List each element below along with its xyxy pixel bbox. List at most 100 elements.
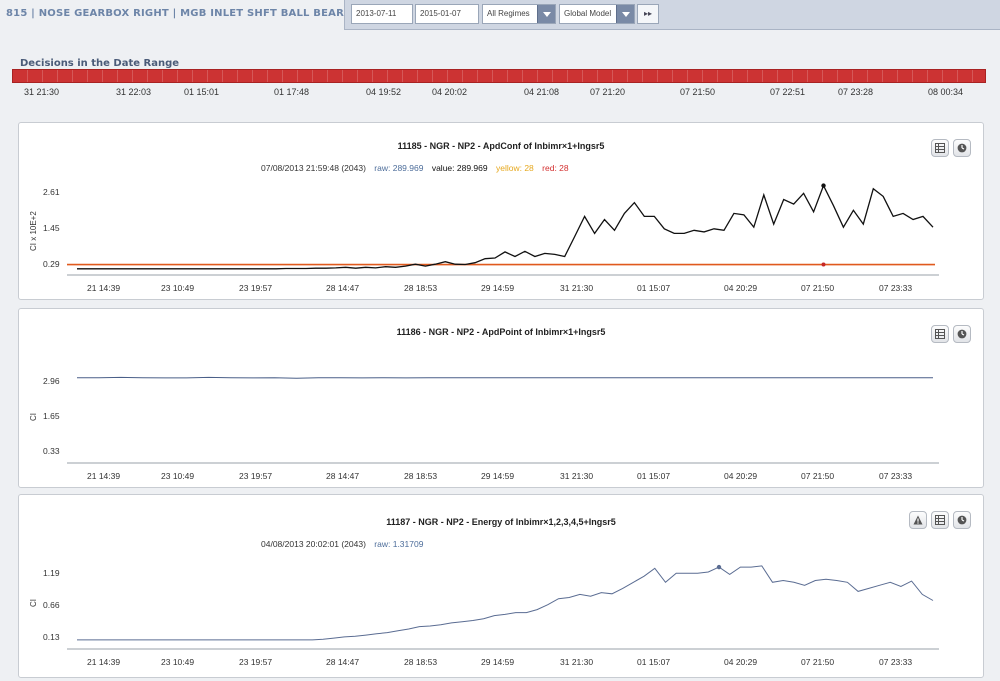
history-button[interactable] <box>953 139 971 157</box>
y-tick-label: 1.65 <box>43 410 60 421</box>
history-button[interactable] <box>953 511 971 529</box>
warning-icon <box>913 515 923 525</box>
decision-tick: 04 19:52 <box>366 87 402 97</box>
x-tick-label: 07 21:50 <box>801 471 835 481</box>
x-tick-label: 23 19:57 <box>239 657 273 667</box>
x-tick-label: 07 23:33 <box>879 283 913 293</box>
x-tick-label: 29 14:59 <box>481 471 515 481</box>
x-tick-label: 23 10:49 <box>161 283 195 293</box>
decision-tick: 07 21:20 <box>590 87 626 97</box>
y-axis-title: CI x 10E+2 <box>29 211 38 251</box>
y-axis-title: CI <box>29 599 38 607</box>
series-line[interactable] <box>77 565 934 641</box>
y-axis-title: CI <box>29 413 38 421</box>
x-tick-label: 01 15:07 <box>637 471 671 481</box>
y-tick-label: 0.29 <box>43 258 60 269</box>
x-tick-label: 28 14:47 <box>326 657 360 667</box>
end-date-input[interactable]: 2015-01-07 <box>415 4 479 24</box>
decision-tick: 07 21:50 <box>680 87 716 97</box>
x-tick-label: 23 19:57 <box>239 283 273 293</box>
clock-icon <box>957 515 967 525</box>
decision-tick: 01 17:48 <box>274 87 310 97</box>
history-button[interactable] <box>953 325 971 343</box>
decisions-title: Decisions in the Date Range <box>20 58 180 69</box>
y-tick-label: 0.13 <box>43 632 60 643</box>
x-tick-label: 28 18:53 <box>404 471 438 481</box>
chart-plot-area[interactable] <box>67 555 939 650</box>
x-tick-label: 31 21:30 <box>560 657 594 667</box>
table-view-button[interactable] <box>931 325 949 343</box>
table-icon <box>935 143 945 153</box>
regimes-select[interactable]: All Regimes <box>482 4 556 24</box>
chart-readout: 07/08/2013 21:59:48 (2043) raw: 289.969 … <box>261 163 575 173</box>
chevron-down-icon[interactable] <box>537 5 555 23</box>
x-tick-label: 28 18:53 <box>404 283 438 293</box>
threshold-point <box>821 262 826 267</box>
readout-value: value: 289.969 <box>431 163 488 173</box>
y-tick-label: 2.96 <box>43 375 60 386</box>
decision-tick: 07 23:28 <box>838 87 874 97</box>
model-select[interactable]: Global Model <box>559 4 635 24</box>
chart-panel-apdpoint: 11186 - NGR - NP2 - ApdPoint of Inbimr×1… <box>18 308 984 488</box>
decisions-bar[interactable] <box>12 69 986 83</box>
table-icon <box>935 329 945 339</box>
x-tick-label: 07 21:50 <box>801 657 835 667</box>
decision-tick: 01 15:01 <box>184 87 220 97</box>
x-tick-label: 28 18:53 <box>404 657 438 667</box>
x-tick-label: 21 14:39 <box>87 283 121 293</box>
x-tick-label: 23 10:49 <box>161 657 195 667</box>
y-tick-label: 0.33 <box>43 445 60 456</box>
series-line[interactable] <box>77 183 934 270</box>
chart-readout: 04/08/2013 20:02:01 (2043) raw: 1.31709 <box>261 539 429 549</box>
table-icon <box>935 515 945 525</box>
readout-raw: raw: 1.31709 <box>374 539 424 549</box>
chart-panel-energy: 11187 - NGR - NP2 - Energy of Inbimr×1,2… <box>18 494 984 678</box>
chart-panel-apdconf: 11185 - NGR - NP2 - ApdConf of Inbimr×1+… <box>18 122 984 300</box>
start-date-input[interactable]: 2013-07-11 <box>351 4 413 24</box>
apply-button[interactable]: ▸▸ <box>637 4 659 24</box>
chart-title: 11185 - NGR - NP2 - ApdConf of Inbimr×1+… <box>397 141 605 151</box>
chart-plot-area[interactable] <box>67 357 939 464</box>
y-tick-label: 2.61 <box>43 187 60 198</box>
x-tick-label: 28 14:47 <box>326 283 360 293</box>
chart-title: 11186 - NGR - NP2 - ApdPoint of Inbimr×1… <box>396 327 606 337</box>
x-tick-label: 07 21:50 <box>801 283 835 293</box>
y-tick-label: 0.66 <box>43 599 60 610</box>
x-tick-label: 21 14:39 <box>87 471 121 481</box>
x-tick-label: 07 23:33 <box>879 471 913 481</box>
model-select-value: Global Model <box>564 9 612 18</box>
readout-yellow: yellow: 28 <box>495 163 534 173</box>
readout-raw: raw: 289.969 <box>374 163 424 173</box>
x-tick-label: 07 23:33 <box>879 657 913 667</box>
highlight-point[interactable] <box>821 183 826 188</box>
x-tick-label: 04 20:29 <box>724 283 758 293</box>
readout-time: 07/08/2013 21:59:48 (2043) <box>261 163 366 173</box>
table-view-button[interactable] <box>931 139 949 157</box>
chevron-down-icon[interactable] <box>616 5 634 23</box>
x-tick-label: 04 20:29 <box>724 657 758 667</box>
chart-title: 11187 - NGR - NP2 - Energy of Inbimr×1,2… <box>386 517 616 527</box>
decision-tick: 04 20:02 <box>432 87 468 97</box>
alert-button[interactable] <box>909 511 927 529</box>
chart-plot-area[interactable] <box>67 181 939 276</box>
table-view-button[interactable] <box>931 511 949 529</box>
asset-breadcrumb[interactable]: 815 | NOSE GEARBOX RIGHT | MGB INLET SHF… <box>6 8 384 19</box>
series-line[interactable] <box>77 376 933 379</box>
y-tick-label: 1.19 <box>43 567 60 578</box>
y-tick-label: 1.45 <box>43 222 60 233</box>
highlight-point[interactable] <box>716 564 722 570</box>
x-tick-label: 04 20:29 <box>724 471 758 481</box>
clock-icon <box>957 143 967 153</box>
readout-red: red: 28 <box>542 163 569 173</box>
filter-bar: 2013-07-11 2015-01-07 All Regimes Global… <box>344 0 1000 30</box>
x-tick-label: 21 14:39 <box>87 657 121 667</box>
x-tick-label: 31 21:30 <box>560 283 594 293</box>
x-tick-label: 01 15:07 <box>637 657 671 667</box>
decision-tick: 31 21:30 <box>24 87 60 97</box>
decision-tick: 04 21:08 <box>524 87 560 97</box>
regimes-select-value: All Regimes <box>487 9 530 18</box>
x-tick-label: 29 14:59 <box>481 283 515 293</box>
x-tick-label: 29 14:59 <box>481 657 515 667</box>
x-tick-label: 31 21:30 <box>560 471 594 481</box>
x-tick-label: 23 10:49 <box>161 471 195 481</box>
